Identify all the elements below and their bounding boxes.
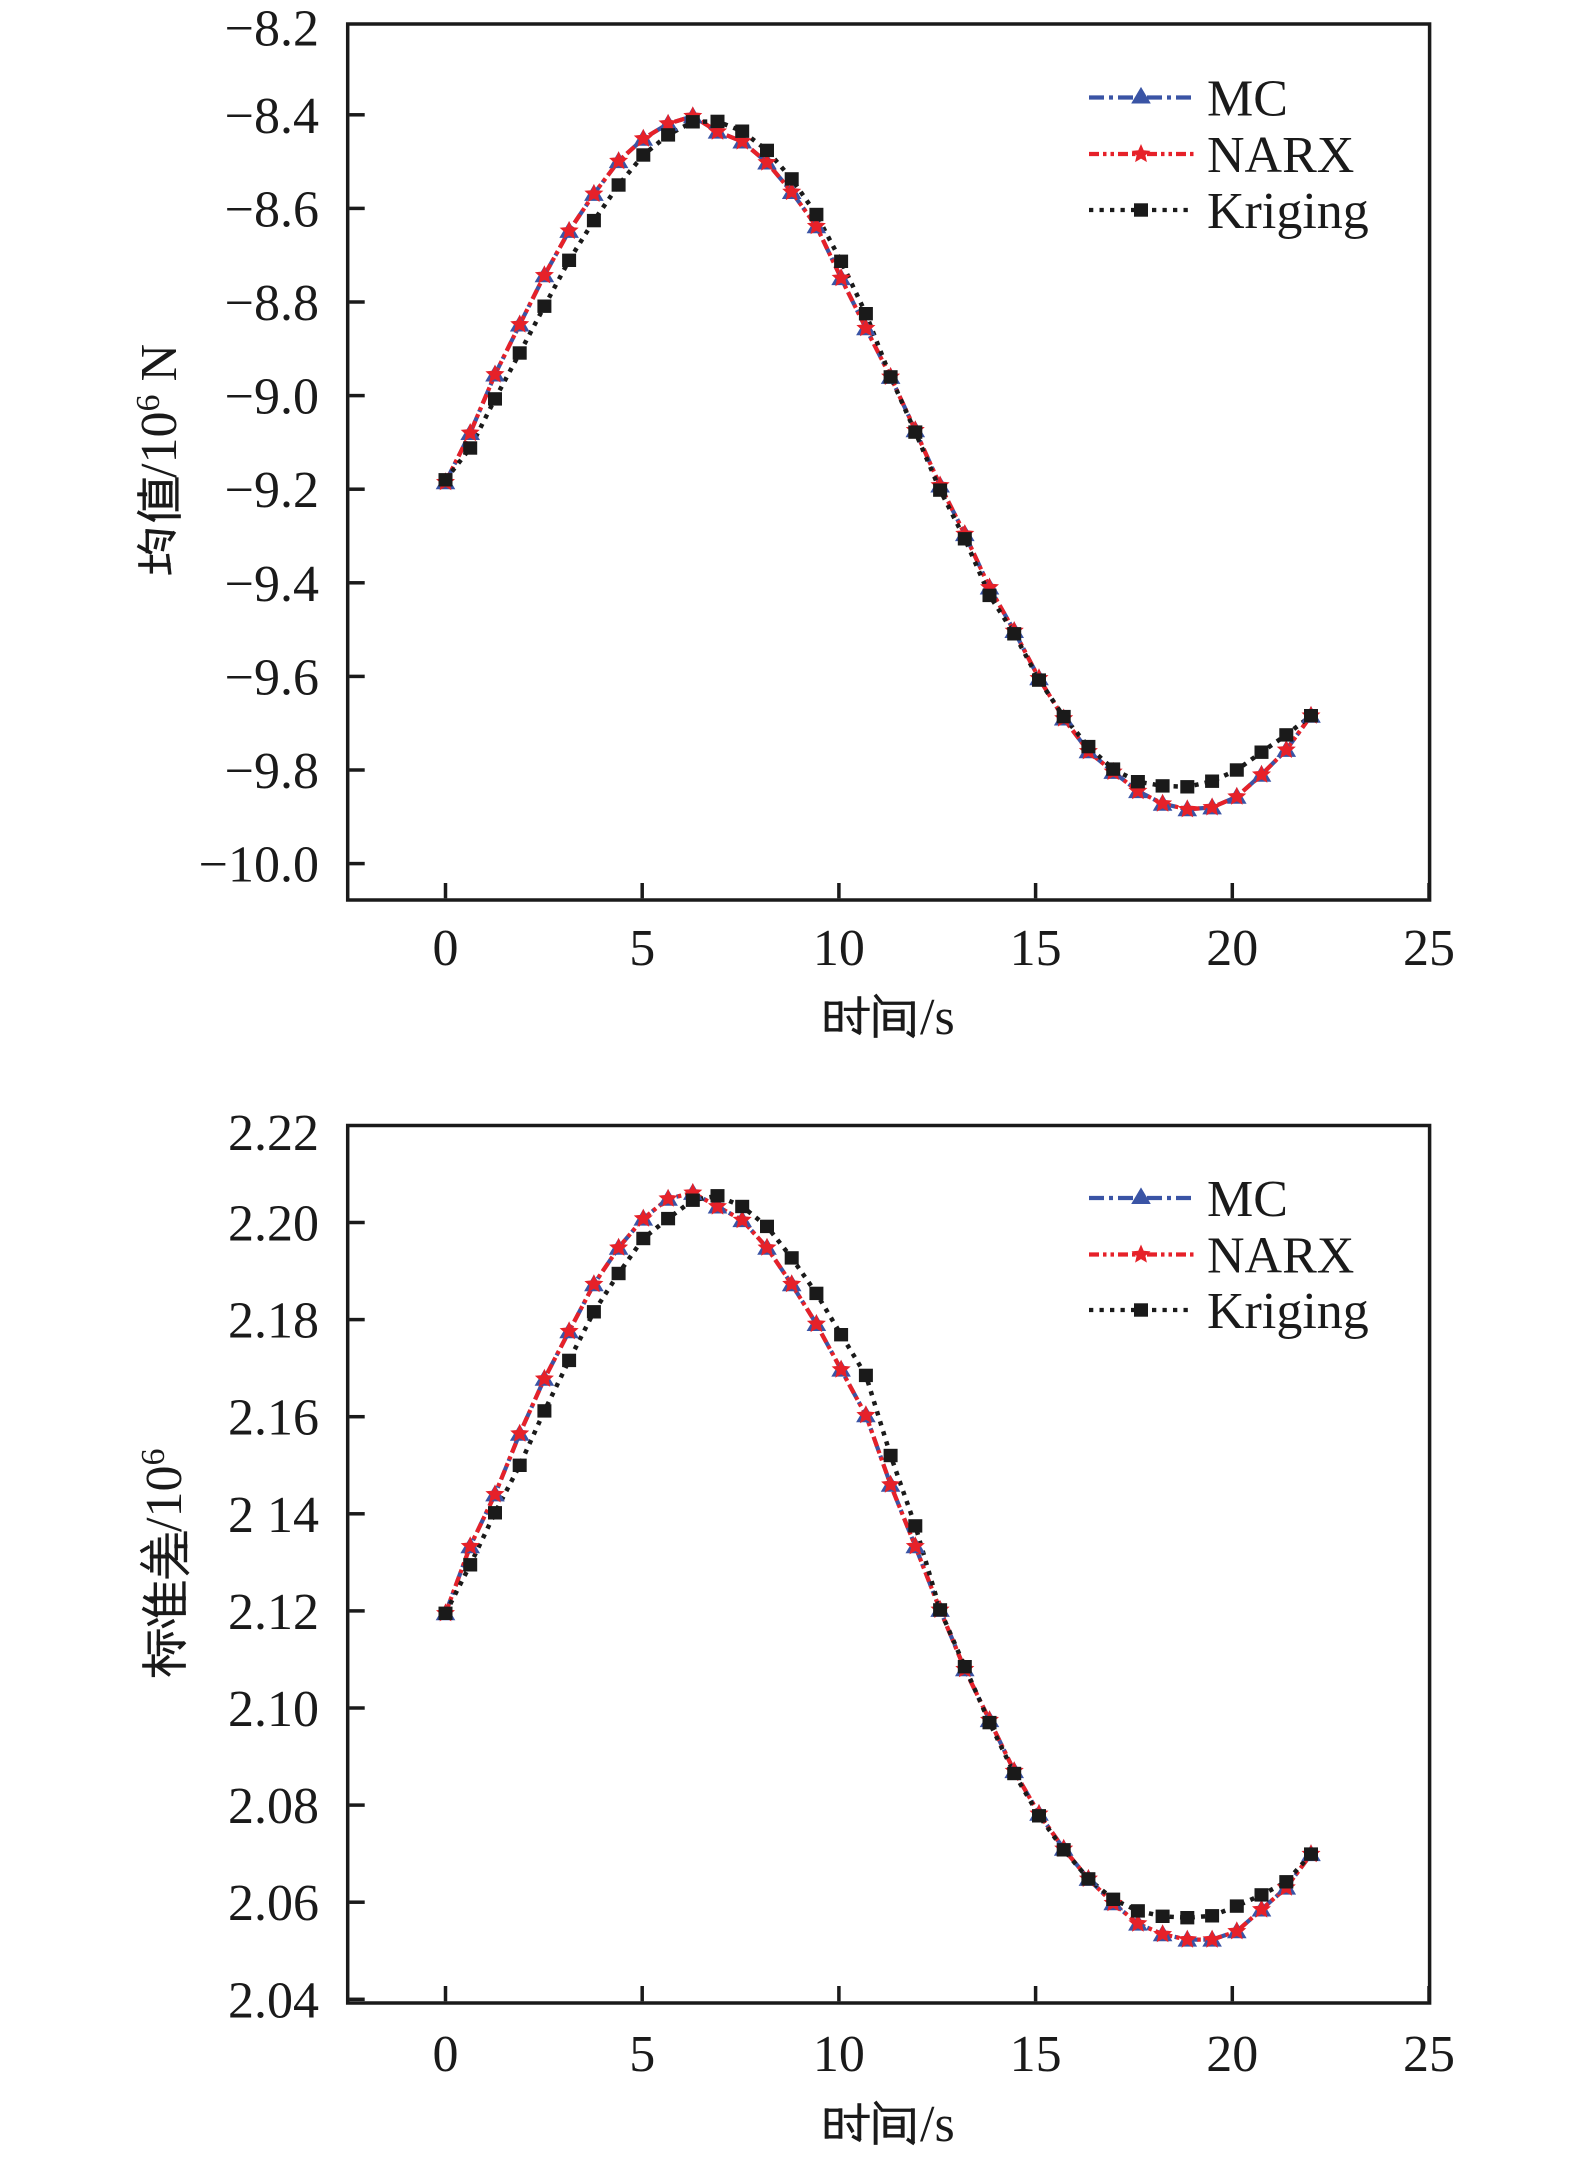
svg-text:2.10: 2.10	[228, 1681, 319, 1738]
svg-text:2.22: 2.22	[228, 1105, 319, 1162]
svg-text:0: 0	[433, 920, 459, 977]
svg-text:−9.2: −9.2	[225, 462, 319, 519]
svg-text:2.20: 2.20	[228, 1196, 319, 1253]
svg-text:NARX: NARX	[1207, 1228, 1354, 1285]
svg-text:10: 10	[813, 2026, 865, 2083]
svg-text:2.18: 2.18	[228, 1293, 319, 1350]
svg-text:/10: /10	[131, 412, 188, 478]
svg-text:NARX: NARX	[1207, 127, 1354, 184]
svg-text:2.08: 2.08	[228, 1778, 319, 1835]
svg-text:−9.4: −9.4	[225, 556, 319, 613]
svg-text:N: N	[131, 344, 188, 382]
svg-text:25: 25	[1403, 2026, 1455, 2083]
svg-text:MC: MC	[1207, 71, 1288, 128]
svg-text:Kriging: Kriging	[1207, 1283, 1369, 1340]
svg-text:2.16: 2.16	[228, 1390, 319, 1447]
svg-text:−9.8: −9.8	[225, 743, 319, 800]
svg-text:10: 10	[813, 920, 865, 977]
svg-text:MC: MC	[1207, 1171, 1288, 1228]
svg-text:20: 20	[1206, 2026, 1258, 2083]
svg-text:20: 20	[1206, 920, 1258, 977]
svg-text:−9.6: −9.6	[225, 649, 319, 706]
svg-text:0: 0	[433, 2026, 459, 2083]
svg-text:2.06: 2.06	[228, 1875, 319, 1932]
svg-text:6: 6	[130, 395, 167, 412]
svg-text:−8.4: −8.4	[225, 88, 319, 145]
svg-text:Kriging: Kriging	[1207, 183, 1369, 240]
svg-text:5: 5	[629, 920, 655, 977]
svg-text:/10: /10	[136, 1466, 193, 1532]
svg-text:−8.8: −8.8	[225, 275, 319, 332]
svg-text:2.12: 2.12	[228, 1584, 319, 1641]
svg-text:2.04: 2.04	[228, 1972, 319, 2029]
svg-text:−8.2: −8.2	[225, 1, 319, 58]
svg-text:−10.0: −10.0	[199, 837, 319, 894]
svg-text:15: 15	[1010, 2026, 1062, 2083]
svg-text:/s: /s	[920, 2096, 955, 2153]
svg-text:5: 5	[629, 2026, 655, 2083]
svg-text:/s: /s	[920, 989, 955, 1046]
svg-text:25: 25	[1403, 920, 1455, 977]
svg-text:15: 15	[1010, 920, 1062, 977]
svg-text:−9.0: −9.0	[225, 369, 319, 426]
svg-text:6: 6	[135, 1449, 172, 1466]
svg-text:−8.6: −8.6	[225, 181, 319, 238]
svg-text:2 14: 2 14	[228, 1487, 319, 1544]
